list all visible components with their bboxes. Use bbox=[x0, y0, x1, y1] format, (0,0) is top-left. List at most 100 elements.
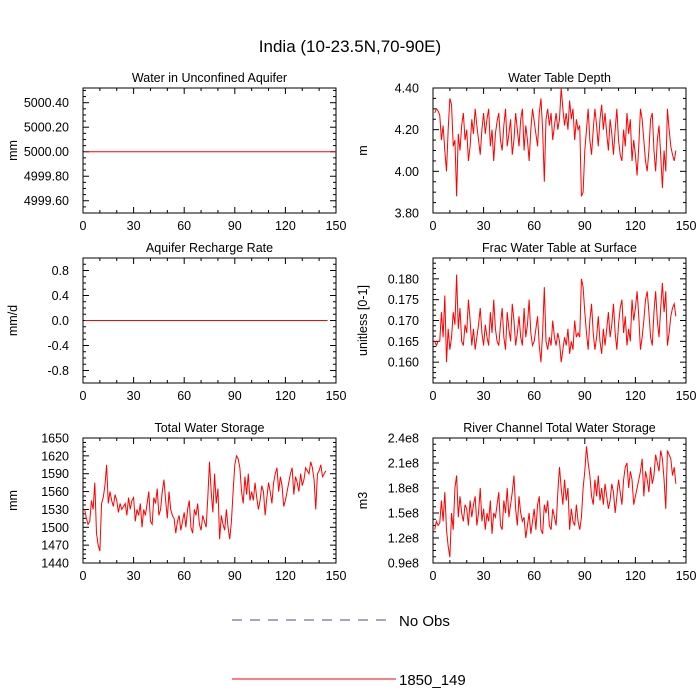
panel-title: Water in Unconfined Aquifer bbox=[132, 71, 287, 85]
panel-title: Aquifer Recharge Rate bbox=[146, 241, 273, 255]
y-tick-label: 0.160 bbox=[388, 356, 419, 370]
x-tick-label: 60 bbox=[177, 389, 191, 403]
panel-frame bbox=[432, 87, 687, 214]
x-tick-label: 120 bbox=[275, 219, 296, 233]
x-tick-label: 30 bbox=[127, 219, 141, 233]
x-tick-label: 60 bbox=[177, 219, 191, 233]
panels: Water in Unconfined Aquifer mm 0 30 60 90 120 1… bbox=[6, 71, 696, 583]
x-tick-label: 90 bbox=[578, 389, 592, 403]
y-tick-label: 5000.00 bbox=[24, 145, 69, 159]
y-tick-label: 1620 bbox=[41, 449, 69, 463]
series-line-1850_149 bbox=[434, 446, 677, 558]
y-tick-label: 4999.80 bbox=[24, 170, 69, 184]
y-tick-label: 1560 bbox=[41, 485, 69, 499]
y-tick-label: 4.40 bbox=[395, 82, 419, 96]
x-tick-label: 60 bbox=[177, 569, 191, 583]
legend-label-no-obs: No Obs bbox=[399, 613, 450, 630]
x-tick-label: 120 bbox=[275, 569, 296, 583]
panel-4: Frac Water Table at Surface unitless [0-1… bbox=[356, 241, 696, 403]
x-tick-label: 90 bbox=[228, 219, 242, 233]
x-tick-label: 30 bbox=[477, 389, 491, 403]
y-tick-label: 3.80 bbox=[395, 207, 419, 221]
series-line-1850_149 bbox=[84, 454, 327, 552]
y-tick-label: 1650 bbox=[41, 432, 69, 446]
x-tick-label: 90 bbox=[228, 389, 242, 403]
x-tick-label: 0 bbox=[80, 389, 87, 403]
x-tick-label: 150 bbox=[326, 389, 347, 403]
x-tick-label: 60 bbox=[527, 219, 541, 233]
y-tick-label: 0.4 bbox=[52, 289, 69, 303]
y-tick-label: 0.175 bbox=[388, 293, 419, 307]
panel-frame bbox=[82, 437, 337, 564]
y-tick-label: 1.5e8 bbox=[388, 507, 419, 521]
figure-title: India (10-23.5N,70-90E) bbox=[259, 37, 441, 56]
y-axis-label: mm/d bbox=[6, 305, 20, 336]
x-tick-label: 120 bbox=[625, 219, 646, 233]
panel-frame bbox=[82, 87, 337, 214]
x-tick-label: 150 bbox=[676, 389, 697, 403]
y-tick-label: 1470 bbox=[41, 539, 69, 553]
y-tick-label: 2.1e8 bbox=[388, 457, 419, 471]
y-tick-label: 1500 bbox=[41, 521, 69, 535]
y-axis-label: unitless [0-1] bbox=[356, 285, 370, 356]
x-tick-label: 90 bbox=[578, 569, 592, 583]
y-tick-label: 0.8 bbox=[52, 264, 69, 278]
panel-frame bbox=[432, 437, 687, 564]
x-tick-label: 120 bbox=[275, 389, 296, 403]
panel-5: Total Water Storage mm 0 30 60 90 120 150 1440 14… bbox=[6, 421, 346, 583]
x-tick-label: 0 bbox=[430, 389, 437, 403]
legend: No Obs 1850_149 bbox=[232, 613, 466, 689]
panel-title: Total Water Storage bbox=[154, 421, 264, 435]
y-axis-label: m bbox=[356, 145, 370, 155]
x-tick-label: 0 bbox=[430, 569, 437, 583]
y-axis-label: m3 bbox=[356, 492, 370, 509]
y-tick-label: -0.4 bbox=[47, 339, 69, 353]
x-tick-label: 90 bbox=[228, 569, 242, 583]
x-tick-label: 30 bbox=[477, 569, 491, 583]
series-line-1850_149 bbox=[434, 87, 677, 197]
y-axis-label: mm bbox=[6, 490, 20, 511]
x-tick-label: 0 bbox=[80, 569, 87, 583]
x-tick-label: 30 bbox=[127, 569, 141, 583]
panel-1: Water in Unconfined Aquifer mm 0 30 60 90 120 1… bbox=[6, 71, 346, 233]
y-tick-label: 0.9e8 bbox=[388, 557, 419, 571]
y-tick-label: 0.0 bbox=[52, 314, 69, 328]
y-tick-label: 2.4e8 bbox=[388, 432, 419, 446]
panel-frame bbox=[432, 257, 687, 384]
x-tick-label: 0 bbox=[430, 219, 437, 233]
panel-title: River Channel Total Water Storage bbox=[463, 421, 656, 435]
x-tick-label: 150 bbox=[326, 569, 347, 583]
x-tick-label: 150 bbox=[676, 219, 697, 233]
x-tick-label: 30 bbox=[127, 389, 141, 403]
panel-title: Frac Water Table at Surface bbox=[482, 241, 637, 255]
y-tick-label: 5000.20 bbox=[24, 121, 69, 135]
y-tick-label: 1.8e8 bbox=[388, 482, 419, 496]
y-tick-label: 1.2e8 bbox=[388, 532, 419, 546]
x-tick-label: 120 bbox=[625, 389, 646, 403]
y-axis-label: mm bbox=[6, 140, 20, 161]
y-tick-label: 5000.40 bbox=[24, 96, 69, 110]
y-tick-label: 4.20 bbox=[395, 123, 419, 137]
panel-title: Water Table Depth bbox=[508, 71, 611, 85]
x-tick-label: 150 bbox=[676, 569, 697, 583]
y-tick-label: 0.165 bbox=[388, 335, 419, 349]
y-tick-label: 4.00 bbox=[395, 165, 419, 179]
y-tick-label: 4999.60 bbox=[24, 194, 69, 208]
x-tick-label: 0 bbox=[80, 219, 87, 233]
legend-label-1850-149: 1850_149 bbox=[399, 672, 466, 689]
x-tick-label: 120 bbox=[625, 569, 646, 583]
x-tick-label: 30 bbox=[477, 219, 491, 233]
series-line-1850_149 bbox=[434, 274, 677, 363]
y-tick-label: 0.170 bbox=[388, 314, 419, 328]
y-tick-label: 0.180 bbox=[388, 272, 419, 286]
y-tick-label: 1440 bbox=[41, 557, 69, 571]
y-tick-label: -0.8 bbox=[47, 364, 69, 378]
x-tick-label: 60 bbox=[527, 569, 541, 583]
y-tick-label: 1530 bbox=[41, 503, 69, 517]
panel-2: Water Table Depth m 0 30 60 90 120 150 3.80 4.00 4… bbox=[356, 71, 696, 233]
x-tick-label: 90 bbox=[578, 219, 592, 233]
x-tick-label: 60 bbox=[527, 389, 541, 403]
x-tick-label: 150 bbox=[326, 219, 347, 233]
panel-3: Aquifer Recharge Rate mm/d 0 30 60 90 120 150 -0… bbox=[6, 241, 346, 403]
